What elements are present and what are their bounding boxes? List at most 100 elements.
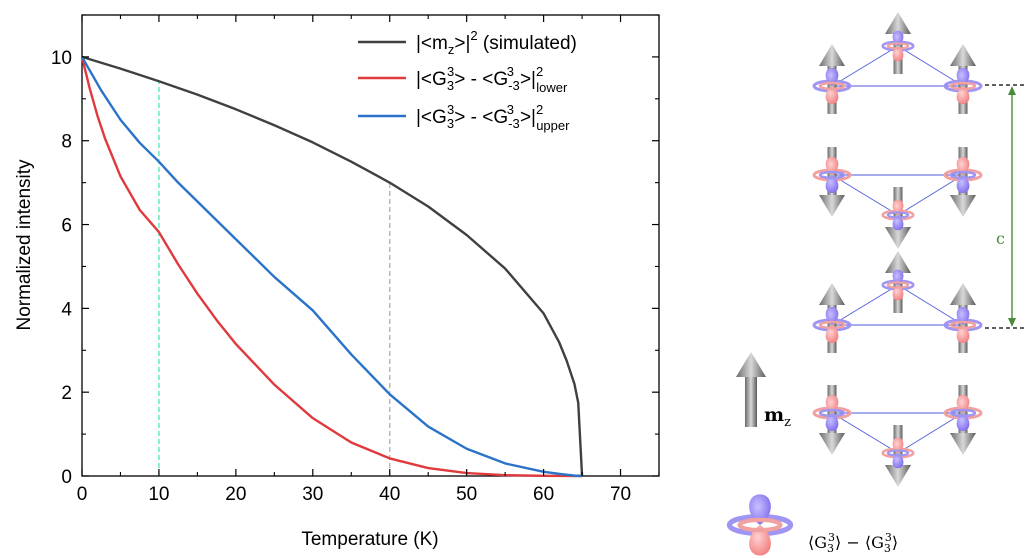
spin-arrow-2-2-head <box>885 251 911 273</box>
y-axis-title: Normalized intensity <box>14 159 35 331</box>
orbital-legend-shape-lobe-bottom <box>749 525 771 556</box>
orbital-0-1-ring-inner <box>949 81 977 91</box>
orbital-2-2 <box>881 269 915 301</box>
x-tick-label: 40 <box>379 484 400 505</box>
orbital-3-0-ring-inner <box>818 408 846 418</box>
orbital-0-0-ring-inner <box>818 81 846 91</box>
layer-0 <box>812 12 983 114</box>
orbital-legend-shape <box>726 494 794 556</box>
orbital-3-1 <box>943 395 983 431</box>
orbital-1-0-lobe-top <box>825 157 839 175</box>
orbital-3-0-lobe-bottom <box>825 413 839 431</box>
layer-triangle-2 <box>830 284 965 326</box>
orbital-1-2 <box>881 199 915 231</box>
layer-triangle-3 <box>830 412 965 454</box>
orbital-3-2-lobe-top <box>892 437 904 453</box>
y-tick-label: 4 <box>61 299 72 320</box>
orbital-0-0-lobe-bottom <box>825 86 839 104</box>
legend: |<mz>|2 (simulated) |<G33> - <G-33 >|2 low… <box>358 28 577 133</box>
spin-arrow-2-1-head <box>950 283 976 305</box>
spin-arrow-2-0-head <box>819 283 845 305</box>
orbital-1-0-ring-inner <box>818 170 846 180</box>
orbital-2-1 <box>943 307 983 343</box>
spin-arrow-1-1-head <box>950 195 976 217</box>
spin-arrow-0-1-head <box>950 44 976 66</box>
x-tick-label: 20 <box>225 484 246 505</box>
legend-entry-g3-lower: |<G33> - <G-33 >|2 lower <box>416 64 568 95</box>
mz-label: mz <box>764 404 791 430</box>
orbital-2-2-lobe-bottom <box>892 285 904 301</box>
x-tick-label: 50 <box>456 484 477 505</box>
orbital-legend: ⟨G33⟩ − ⟨G33⟩ <box>726 494 898 556</box>
triangle-layers <box>812 12 983 487</box>
layer-triangle-0 <box>830 45 965 87</box>
spin-arrow-1-2-head <box>885 227 911 249</box>
orbital-3-0 <box>812 395 852 431</box>
x-tick-label: 0 <box>77 484 88 505</box>
orbital-0-2 <box>881 30 915 62</box>
x-axis: 0 10 20 30 40 50 60 70 <box>77 15 660 505</box>
spin-arrow-3-2-head <box>885 465 911 487</box>
orbital-3-2 <box>881 437 915 469</box>
y-axis: 0 2 4 6 8 10 <box>51 14 659 488</box>
crystal-structure-diagram: c mz ⟨G33⟩ − ⟨G33⟩ <box>726 12 1027 556</box>
spin-arrow-3-1-head <box>950 433 976 455</box>
c-arrow-head-bottom <box>1008 318 1016 327</box>
mz-arrow-shaft <box>745 375 757 427</box>
orbital-3-1-lobe-bottom <box>956 413 970 431</box>
y-tick-label: 10 <box>51 48 72 69</box>
c-axis-label: c <box>996 229 1005 248</box>
orbital-3-2-lobe-bottom <box>892 453 904 469</box>
orbital-1-2-ring-inner <box>886 211 910 219</box>
orbital-3-2-ring-inner <box>886 449 910 457</box>
orbital-0-2-ring-inner <box>886 42 910 50</box>
orbital-0-1-lobe-bottom <box>956 86 970 104</box>
orbital-2-2-ring-inner <box>886 281 910 289</box>
series-line-g3_lower <box>80 56 583 478</box>
orbital-2-1-lobe-bottom <box>956 325 970 343</box>
orbital-3-1-lobe-top <box>956 395 970 413</box>
x-axis-title: Temperature (K) <box>301 529 438 550</box>
y-tick-label: 6 <box>61 216 72 237</box>
layer-2 <box>812 251 983 353</box>
y-tick-label: 0 <box>61 467 72 488</box>
orbital-2-2-lobe-top <box>892 269 904 285</box>
mz-legend: mz <box>736 352 791 430</box>
layer-1 <box>812 147 983 249</box>
orbital-0-1-lobe-top <box>956 68 970 86</box>
orbital-2-0-lobe-top <box>825 307 839 325</box>
legend-entry-g3-upper: |<G33> - <G-33 >|2 upper <box>416 102 570 133</box>
plot-frame <box>81 14 660 477</box>
orbital-1-1-ring-inner <box>949 170 977 180</box>
orbital-3-1-ring-inner <box>949 408 977 418</box>
spin-arrow-0-2-head <box>885 12 911 34</box>
mz-arrow-head <box>736 352 766 377</box>
orbital-0-2-lobe-top <box>892 30 904 46</box>
c-axis-indicator: c <box>985 84 1027 329</box>
legend-entry-mz: |<mz>|2 (simulated) <box>416 28 577 57</box>
orbital-1-2-lobe-top <box>892 199 904 215</box>
orbital-legend-shape-ring-inner <box>737 517 783 533</box>
orbital-2-1-lobe-top <box>956 307 970 325</box>
orbital-0-0 <box>812 68 852 104</box>
orbital-3-0-lobe-top <box>825 395 839 413</box>
c-arrow-head-top <box>1008 86 1016 95</box>
x-tick-label: 60 <box>533 484 554 505</box>
spin-arrow-0-0-head <box>819 44 845 66</box>
orbital-label: ⟨G33⟩ − ⟨G33⟩ <box>808 531 898 555</box>
layer-3 <box>812 385 983 487</box>
orbital-1-1-lobe-top <box>956 157 970 175</box>
orbital-0-2-lobe-bottom <box>892 46 904 62</box>
orbital-0-0-lobe-top <box>825 68 839 86</box>
orbital-2-0 <box>812 307 852 343</box>
orbital-2-0-lobe-bottom <box>825 325 839 343</box>
orbital-1-1-lobe-bottom <box>956 175 970 193</box>
orbital-legend-shape-lobe-top <box>749 494 771 525</box>
orbital-1-1 <box>943 157 983 193</box>
y-tick-label: 8 <box>61 132 72 153</box>
orbital-2-0-ring-inner <box>818 320 846 330</box>
x-tick-label: 30 <box>302 484 323 505</box>
orbital-1-0-lobe-bottom <box>825 175 839 193</box>
